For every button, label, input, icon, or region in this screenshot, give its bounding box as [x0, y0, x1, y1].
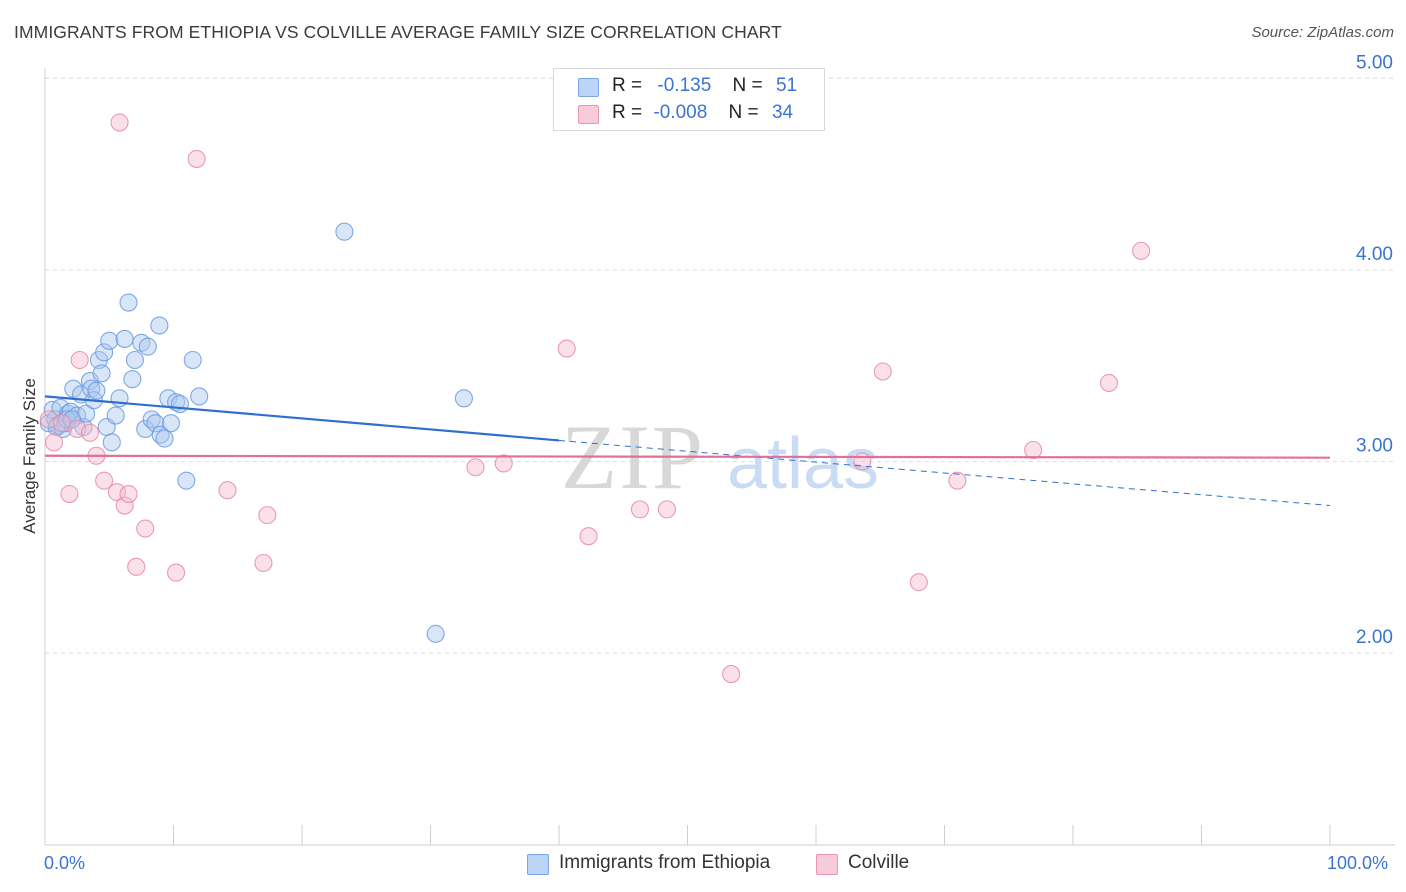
colville-point: [218, 481, 237, 500]
colville-point: [258, 506, 277, 525]
colville-point: [948, 471, 967, 490]
colville-point: [110, 113, 129, 132]
y-axis-label: Average Family Size: [20, 378, 39, 534]
colville-point: [70, 350, 89, 370]
colville-point: [119, 485, 138, 504]
y-tick-labels: 2.00 3.00 4.00 5.00: [1356, 53, 1393, 649]
colville-trend-line: [44, 454, 1331, 459]
legend-r-label: R =: [612, 102, 643, 123]
legend-n-value: 34: [771, 102, 794, 123]
x-tick-label-max: 100.0%: [1327, 853, 1389, 873]
colville-point: [1099, 373, 1119, 393]
ethiopia-point: [170, 394, 189, 414]
ethiopia-point: [102, 433, 121, 452]
axes: [44, 68, 1395, 846]
colville-point: [60, 485, 79, 504]
data-points: [39, 113, 1151, 684]
ethiopia-trend-extension: [558, 439, 1331, 507]
colville-point: [52, 414, 71, 433]
colville-point: [657, 500, 676, 519]
colville-point: [1024, 440, 1043, 460]
ethiopia-point: [123, 370, 142, 389]
ethiopia-point: [335, 222, 354, 241]
trend-lines: [44, 395, 1331, 507]
colville-point: [557, 339, 576, 358]
ethiopia-point: [87, 381, 106, 400]
series-swatch-colville: [816, 854, 838, 875]
ethiopia-point: [155, 429, 174, 448]
colville-point: [107, 483, 127, 502]
colville-point: [44, 433, 64, 452]
ethiopia-point: [106, 406, 125, 425]
ethiopia-point: [125, 350, 144, 370]
ethiopia-point: [454, 389, 473, 408]
series-label-ethiopia: Immigrants from Ethiopia: [559, 852, 771, 873]
y-tick-label: 3.00: [1356, 436, 1393, 457]
colville-point: [466, 458, 485, 477]
stats-legend: R = -0.135 N = 51 R = -0.008 N = 34: [553, 68, 825, 131]
colville-point: [494, 454, 513, 473]
x-tick-label-min: 0.0%: [44, 853, 86, 873]
ethiopia-point: [183, 350, 202, 370]
legend-r-value: -0.008: [653, 102, 708, 123]
chart-title: IMMIGRANTS FROM ETHIOPIA VS COLVILLE AVE…: [14, 22, 782, 42]
legend-n-value: 51: [775, 75, 798, 96]
series-label-colville: Colville: [848, 852, 910, 873]
colville-point: [127, 557, 146, 576]
colville-point: [187, 149, 206, 168]
gridlines: [45, 77, 1395, 654]
ethiopia-trend-line: [44, 395, 560, 442]
colville-point: [80, 423, 100, 442]
ethiopia-point: [161, 414, 180, 433]
ethiopia-point: [62, 410, 82, 429]
legend-swatch-ethiopia: [578, 78, 599, 97]
ethiopia-point: [190, 387, 209, 406]
legend-swatch-colville: [578, 105, 599, 124]
ethiopia-point: [426, 624, 445, 643]
legend-n-label: N =: [728, 102, 759, 123]
colville-point: [167, 563, 186, 582]
colville-point: [909, 573, 928, 592]
ethiopia-point: [115, 329, 134, 348]
colville-point: [136, 519, 155, 538]
ethiopia-point: [119, 293, 138, 312]
ethiopia-point: [146, 414, 165, 433]
legend-n-label: N =: [732, 75, 763, 96]
colville-point: [579, 527, 598, 546]
colville-point: [630, 500, 650, 519]
y-tick-label: 5.00: [1356, 53, 1393, 74]
source-credit: Source: ZipAtlas.com: [1251, 24, 1394, 41]
ethiopia-point: [92, 364, 111, 383]
ethiopia-point: [95, 343, 114, 362]
colville-point: [853, 452, 872, 471]
legend-r-label: R =: [612, 75, 643, 96]
colville-point: [254, 553, 273, 573]
colville-point: [1132, 241, 1151, 260]
colville-point: [95, 471, 114, 490]
ethiopia-point: [177, 471, 196, 490]
ethiopia-point: [138, 337, 157, 356]
colville-point: [722, 665, 741, 684]
y-tick-label: 4.00: [1356, 244, 1393, 265]
y-tick-label: 2.00: [1356, 627, 1393, 648]
legend-r-value: -0.135: [657, 75, 712, 96]
ethiopia-point: [150, 316, 169, 335]
colville-point: [115, 496, 134, 515]
series-swatch-ethiopia: [527, 854, 549, 875]
ethiopia-point: [100, 331, 119, 350]
colville-point: [873, 362, 892, 381]
